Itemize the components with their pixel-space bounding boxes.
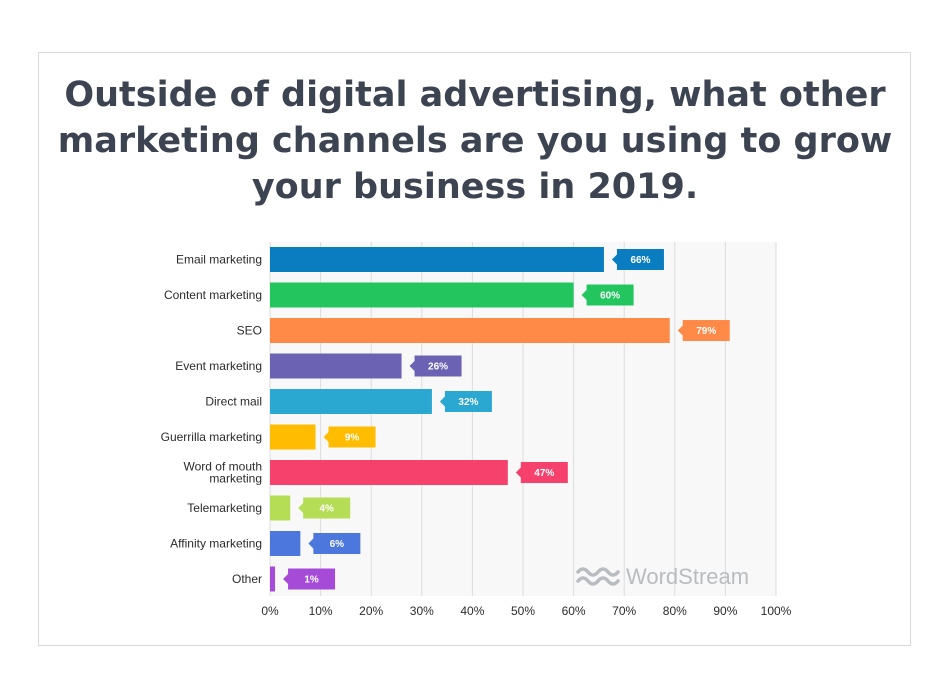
category-label: Content marketing [164, 288, 262, 302]
bar [270, 460, 508, 485]
x-tick-label: 40% [460, 604, 484, 618]
bars: 66% 60% 79% 26% 32% 9% 47% 4% 6% 1% [270, 247, 730, 592]
value-tag [677, 320, 730, 341]
x-tick-label: 100% [761, 604, 792, 618]
value-tag [409, 355, 462, 377]
bar [270, 318, 670, 343]
x-tick-label: 30% [410, 604, 434, 618]
value-tag [439, 391, 492, 412]
chart-title: Outside of digital advertising, what oth… [57, 75, 893, 207]
category-label: SEO [237, 324, 262, 338]
category-label: Email marketing [176, 253, 262, 267]
category-label: Event marketing [175, 359, 262, 373]
x-tick-label: 90% [713, 604, 737, 618]
value-tag [323, 426, 376, 448]
bar [270, 495, 291, 521]
x-tick-label: 50% [511, 604, 535, 618]
x-tick-label: 70% [612, 604, 636, 618]
category-label: Guerrilla marketing [161, 430, 262, 444]
bar [270, 424, 316, 450]
value-tag [515, 462, 568, 483]
category-label: Word of mouth marketing [184, 460, 262, 486]
watermark-text: WordStream [626, 564, 749, 589]
value-label: 6% [330, 539, 345, 550]
x-tick-label: 10% [309, 604, 333, 618]
value-label: 32% [458, 397, 478, 408]
value-label: 66% [630, 255, 650, 266]
value-label: 1% [304, 575, 319, 586]
x-tick-label: 80% [663, 604, 687, 618]
value-label: 79% [696, 326, 716, 337]
value-tag [298, 497, 351, 519]
bar [270, 247, 604, 272]
bar [270, 531, 301, 556]
value-tag [283, 568, 336, 590]
category-label: Direct mail [205, 395, 262, 409]
value-tag [308, 533, 361, 554]
wordstream-waves-icon [576, 567, 620, 586]
category-labels: Email marketing Content marketing SEO Event… [161, 253, 262, 587]
value-label: 26% [428, 362, 448, 373]
x-tick-label: 20% [359, 604, 383, 618]
value-label: 9% [345, 433, 360, 444]
value-label: 47% [534, 468, 554, 479]
bar [270, 566, 276, 592]
category-label: Affinity marketing [170, 537, 262, 551]
value-label: 4% [320, 504, 335, 515]
category-label: Telemarketing [187, 501, 262, 515]
x-tick-label: 0% [261, 604, 279, 618]
value-tag [611, 249, 664, 270]
bar [270, 353, 402, 379]
value-tag [581, 284, 634, 306]
x-tick-label: 60% [562, 604, 586, 618]
wordstream-logo: WordStream [576, 564, 749, 589]
bar [270, 282, 574, 308]
category-label: Other [232, 572, 262, 586]
x-axis-ticks: 0% 10% 20% 30% 40% 50% 60% 70% 80% 90% 100% [261, 604, 791, 618]
value-label: 60% [600, 291, 620, 302]
bar [270, 389, 432, 414]
